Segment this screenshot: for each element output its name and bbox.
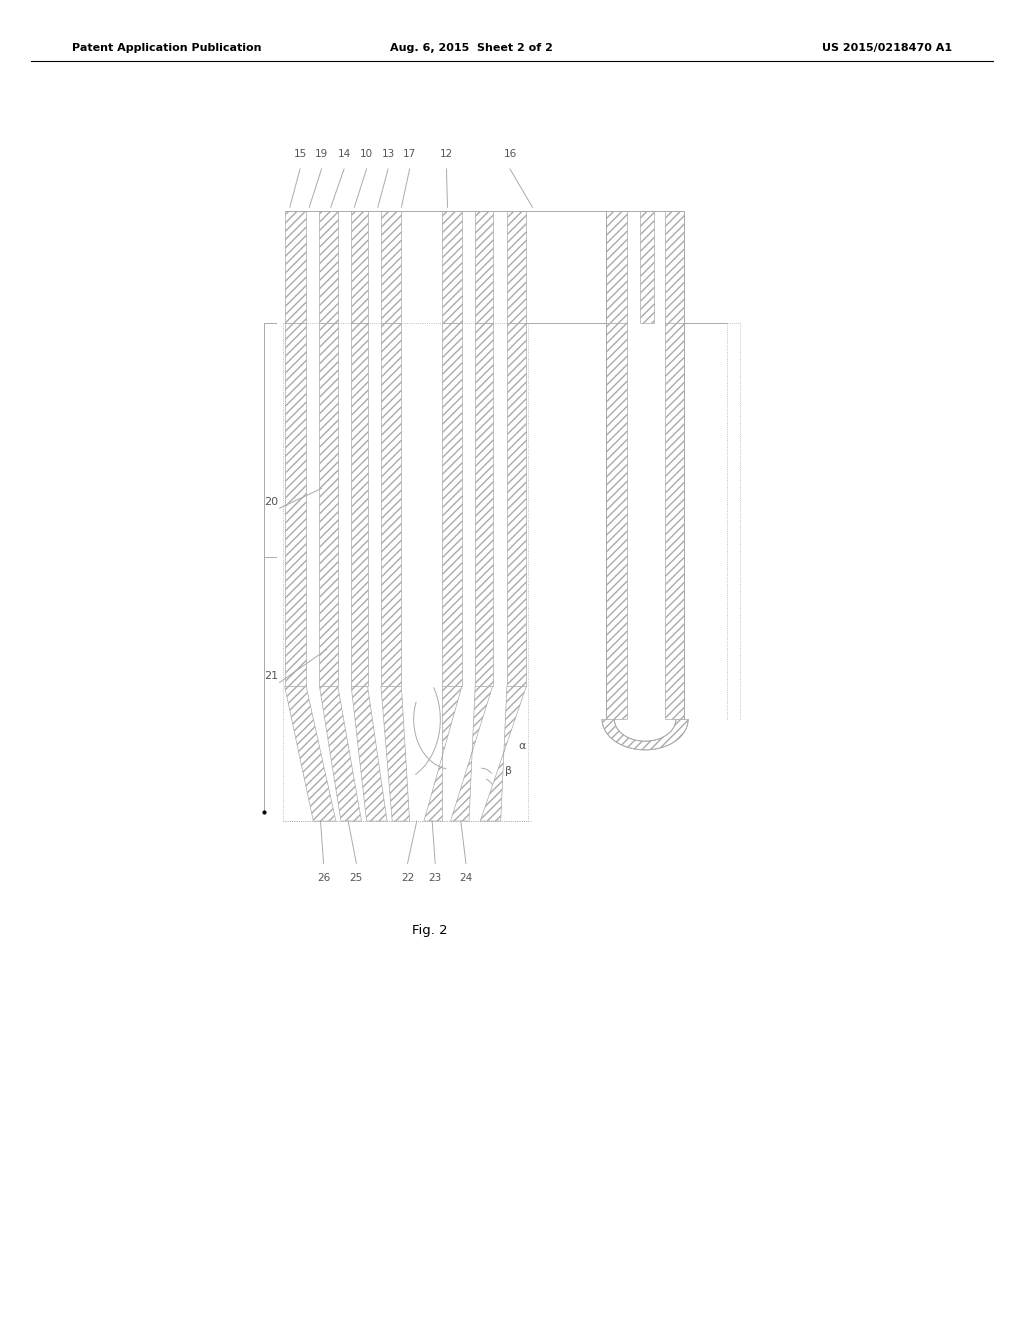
- Text: β: β: [506, 766, 512, 776]
- Text: Fig. 2: Fig. 2: [413, 924, 447, 937]
- Polygon shape: [381, 686, 410, 821]
- Text: 20: 20: [264, 496, 279, 507]
- Bar: [285, 211, 306, 323]
- Polygon shape: [602, 719, 688, 750]
- Text: 10: 10: [360, 149, 373, 160]
- Text: 15: 15: [294, 149, 306, 160]
- Bar: [351, 211, 368, 323]
- Text: 24: 24: [460, 873, 472, 883]
- Bar: [665, 211, 684, 323]
- Text: 12: 12: [440, 149, 453, 160]
- Text: α: α: [518, 741, 526, 751]
- Polygon shape: [319, 686, 361, 821]
- Text: Patent Application Publication: Patent Application Publication: [72, 42, 261, 53]
- Bar: [319, 211, 338, 323]
- Text: 17: 17: [403, 149, 416, 160]
- Text: 13: 13: [382, 149, 394, 160]
- Bar: [606, 211, 627, 323]
- Polygon shape: [451, 686, 493, 821]
- Polygon shape: [424, 686, 462, 821]
- Text: 23: 23: [429, 873, 441, 883]
- Polygon shape: [285, 686, 336, 821]
- Text: Aug. 6, 2015  Sheet 2 of 2: Aug. 6, 2015 Sheet 2 of 2: [389, 42, 553, 53]
- Bar: [475, 323, 493, 686]
- Polygon shape: [480, 686, 526, 821]
- Bar: [351, 323, 368, 686]
- Text: 25: 25: [350, 873, 362, 883]
- Bar: [507, 323, 526, 686]
- Text: 26: 26: [317, 873, 330, 883]
- Bar: [319, 323, 338, 686]
- Bar: [665, 323, 684, 719]
- Bar: [640, 211, 654, 323]
- Bar: [442, 211, 462, 323]
- Polygon shape: [351, 686, 387, 821]
- Bar: [381, 323, 401, 686]
- Bar: [507, 211, 526, 323]
- Bar: [442, 323, 462, 686]
- Bar: [285, 323, 306, 686]
- Text: 16: 16: [504, 149, 516, 160]
- Bar: [381, 211, 401, 323]
- Text: 19: 19: [315, 149, 328, 160]
- Bar: [606, 323, 627, 719]
- Text: 21: 21: [264, 671, 279, 681]
- Bar: [475, 211, 493, 323]
- Text: US 2015/0218470 A1: US 2015/0218470 A1: [822, 42, 952, 53]
- Text: 14: 14: [338, 149, 350, 160]
- Text: 22: 22: [401, 873, 414, 883]
